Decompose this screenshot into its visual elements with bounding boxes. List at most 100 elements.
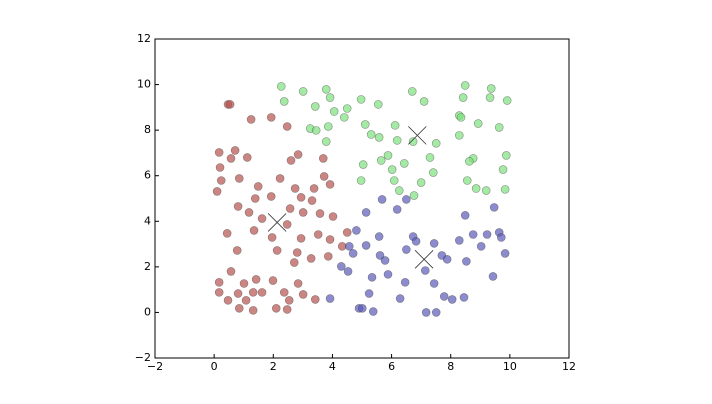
point [357,304,367,313]
point [352,226,361,235]
point [250,194,260,203]
point [395,294,405,303]
point [387,165,397,174]
point [318,154,328,163]
point [319,172,329,181]
point [425,153,435,162]
point [419,97,429,106]
point [498,165,508,174]
point [285,204,295,213]
centroid [414,250,434,269]
point [248,306,258,315]
x-tick-label: 0 [211,360,218,373]
point [468,230,478,239]
point [271,304,281,313]
point [293,279,303,288]
point [321,137,331,146]
point [214,288,224,297]
point [282,220,292,229]
point [383,151,393,160]
point [339,113,349,122]
point [411,237,421,246]
point [407,87,417,96]
point [394,186,404,195]
point [364,289,374,298]
point [293,150,303,159]
point [489,203,499,212]
point [374,232,384,241]
point [257,214,267,223]
y-tick-label: −2 [135,351,151,364]
point [377,195,387,204]
point [392,205,402,214]
point [321,85,331,94]
point [325,180,335,189]
point [328,212,338,221]
point [310,102,320,111]
point [251,275,261,284]
x-tick-label: 8 [447,360,454,373]
point [428,168,438,177]
y-tick-label: 0 [144,305,151,318]
point [230,146,240,155]
point [360,120,370,129]
point [266,192,276,201]
point [460,81,470,90]
point [429,279,439,288]
point [485,93,495,102]
point [298,290,308,299]
point [367,273,377,282]
x-tick-label: 6 [388,360,395,373]
point [462,257,471,266]
point [459,293,469,302]
point [389,176,399,185]
point [402,195,411,204]
point [296,193,306,202]
point [336,262,346,271]
point [225,100,235,109]
point [361,208,371,217]
point [226,267,236,276]
point [232,246,242,255]
point [323,122,333,131]
point [390,121,400,130]
point [494,123,504,132]
point [284,296,294,305]
point [376,156,386,165]
point [313,230,323,239]
point [342,228,352,237]
point [234,174,244,183]
point [325,294,335,303]
point [462,176,472,185]
point [268,276,278,285]
point [325,235,335,244]
point [325,93,335,102]
point [500,185,510,194]
point [383,270,393,279]
point [471,184,481,193]
point [246,115,256,124]
point [358,160,368,169]
point [502,96,512,105]
point [454,131,464,140]
point [215,163,225,172]
point [421,308,431,317]
y-tick-label: 8 [144,123,151,136]
point [249,226,259,235]
point [272,246,282,255]
point [373,100,383,109]
x-tick-label: 10 [503,360,517,373]
point [368,307,378,316]
point [329,107,339,116]
point [282,305,292,314]
point [214,278,224,287]
point [323,252,333,261]
point [409,191,419,200]
point [486,84,496,93]
point [456,113,466,122]
point [408,137,418,146]
point [488,272,498,281]
point [226,154,236,163]
point [289,258,299,267]
